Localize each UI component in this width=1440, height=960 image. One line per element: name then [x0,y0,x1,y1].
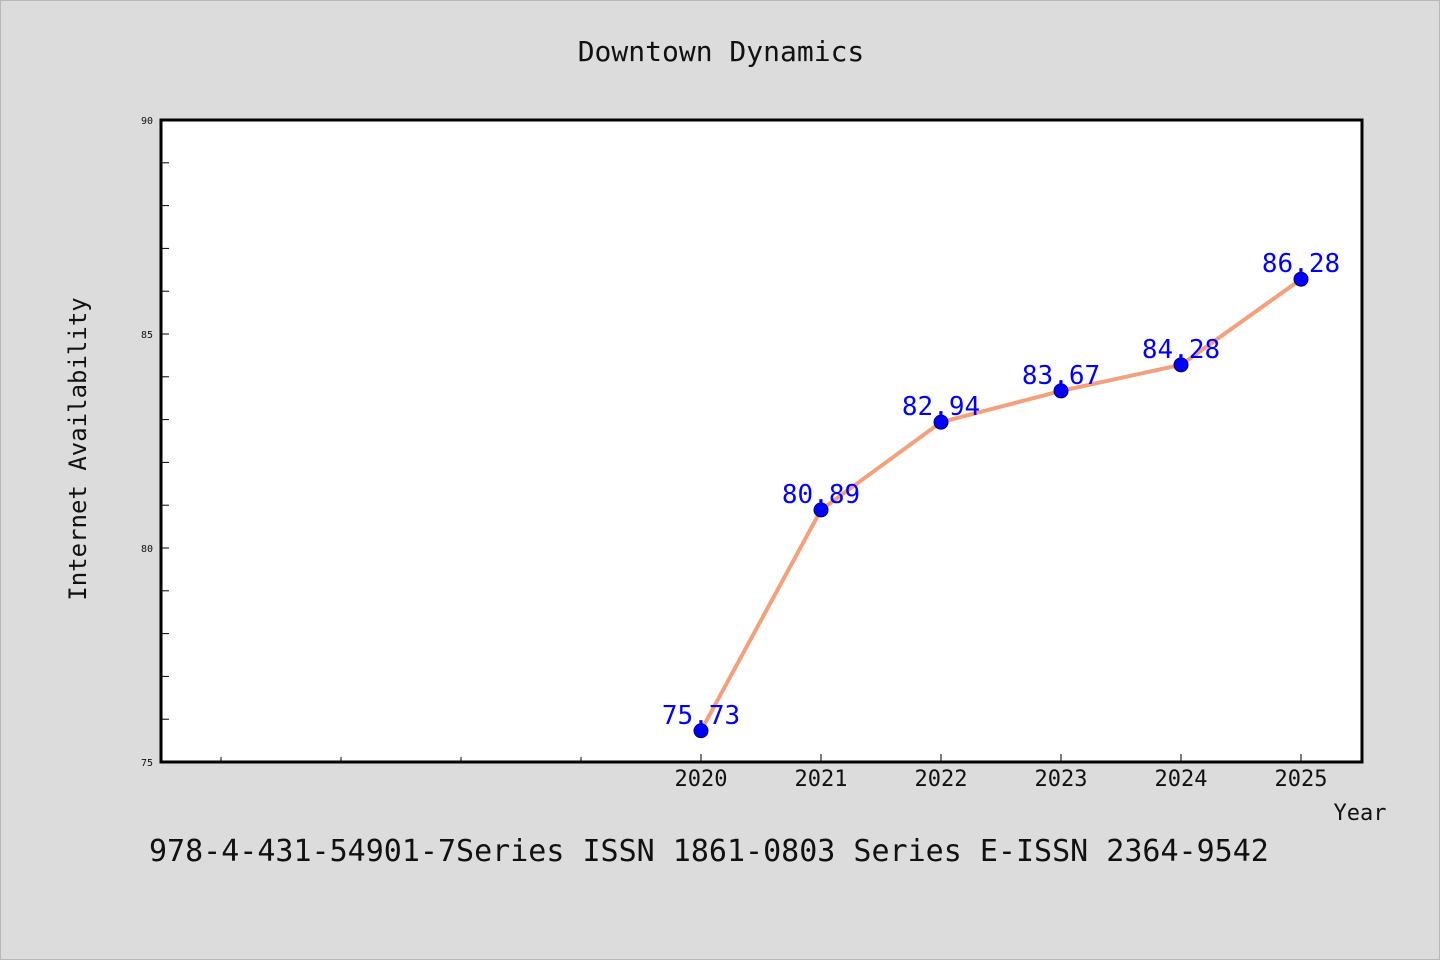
x-tick-label: 2025 [1275,767,1328,792]
chart-title: Downtown Dynamics [577,35,865,68]
plot-area [161,120,1362,762]
x-tick-label: 2021 [795,767,848,792]
x-tick-label: 2023 [1035,767,1088,792]
x-tick-label: 2020 [675,767,728,792]
x-axis-label: Year [1334,801,1387,826]
y-tick-label: 75 [141,758,153,769]
y-axis-label: Internet Availability [64,297,92,600]
data-point [1173,357,1189,373]
y-tick-label: 90 [141,116,153,127]
x-tick-label: 2024 [1155,767,1208,792]
data-point [693,723,709,739]
data-point [1053,383,1069,399]
data-label: 80.89 [782,480,860,510]
data-label: 82.94 [902,392,980,422]
data-label: 75.73 [662,701,740,731]
data-label: 84.28 [1142,335,1220,365]
series-line [699,277,1303,732]
data-label: 83.67 [1022,361,1100,391]
data-point [933,414,949,430]
y-tick-label: 80 [141,544,153,555]
x-tick-label: 2022 [915,767,968,792]
y-tick-label: 85 [141,330,153,341]
data-label: 86.28 [1262,249,1340,279]
footer-isbn-issn: 978-4-431-54901-7Series ISSN 1861-0803 S… [149,834,1269,869]
plot-border [159,118,1364,764]
data-point [1293,271,1309,287]
data-point [813,502,829,518]
